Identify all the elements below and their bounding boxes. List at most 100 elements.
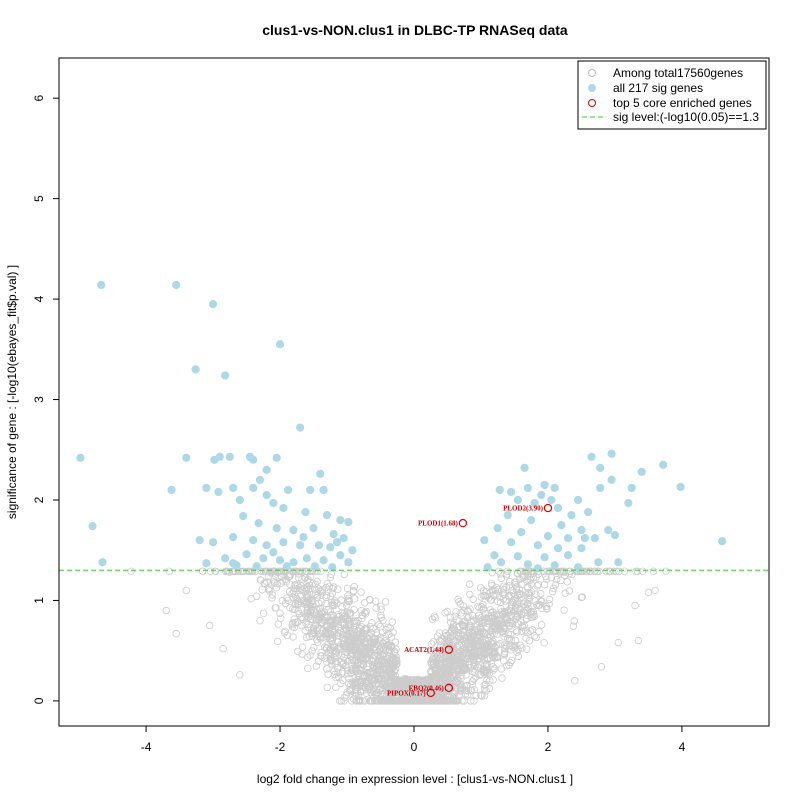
sig-gene-point [167, 485, 176, 495]
sig-gene-point [272, 524, 281, 533]
sig-gene-point [182, 453, 191, 462]
sig-gene-point [191, 365, 200, 374]
x-tick-label: 4 [679, 740, 686, 754]
sig-gene-point [225, 452, 234, 461]
sig-gene-point [329, 530, 338, 539]
sig-gene-point [214, 487, 223, 497]
sig-gene-point [517, 528, 526, 537]
legend-entry-core: top 5 core enriched genes [613, 96, 752, 110]
x-tick-label: 0 [411, 740, 418, 754]
sig-gene-point [493, 524, 502, 533]
sig-gene-point [348, 546, 357, 555]
sig-gene-point [269, 548, 278, 557]
sig-gene-point [533, 564, 543, 573]
core-gene-point [543, 503, 553, 513]
sig-gene-point [607, 475, 616, 484]
sig-gene-point [676, 482, 685, 492]
sig-gene-point [540, 553, 549, 562]
sig-gene-point [513, 552, 522, 561]
core-gene-label: ACAT2(1.44) [404, 646, 444, 654]
y-axis-label: significance of gene : [-log10(ebayes_fi… [5, 265, 19, 519]
sig-gene-point [553, 503, 563, 513]
sig-gene-point [242, 550, 251, 559]
sig-gene-point [577, 544, 586, 553]
y-tick-label: 0 [32, 697, 46, 704]
sig-gene-point [208, 300, 218, 309]
x-tick-label: -2 [275, 740, 286, 754]
legend-entry-sig: all 217 sig genes [613, 81, 703, 95]
sig-gene-point [229, 559, 238, 568]
sig-gene-point [221, 371, 230, 380]
sig-gene-point [314, 541, 323, 550]
sig-gene-point [507, 487, 516, 497]
sig-gene-point [310, 562, 319, 571]
sig-gene-point [563, 534, 573, 543]
sig-gene-point [336, 515, 345, 525]
sig-gene-point [503, 510, 512, 520]
sig-gene-point [627, 483, 636, 493]
sig-gene-point [344, 517, 353, 527]
chart-title: clus1-vs-NON.clus1 in DLBC-TP RNASeq dat… [262, 22, 568, 38]
sig-gene-point [587, 452, 596, 461]
background-genes-layer [127, 567, 670, 705]
sig-gene-point [289, 558, 298, 567]
sig-gene-point [507, 538, 516, 547]
sig-gene-point [604, 526, 613, 535]
y-tick-label: 4 [32, 295, 46, 302]
sig-gene-point [567, 510, 576, 520]
core-gene-label: PIPOX(0.17) [387, 689, 426, 697]
sig-gene-point [262, 465, 271, 474]
sig-gene-point [296, 541, 305, 550]
sig-gene-point [490, 551, 499, 560]
sig-gene-point [301, 507, 310, 517]
sig-gene-point [172, 280, 181, 290]
sig-gene-point [322, 510, 332, 520]
legend-box [577, 60, 767, 130]
sig-gene-point [339, 534, 348, 543]
sig-gene-point [275, 340, 285, 349]
sig-gene-point [574, 495, 583, 505]
y-tick-label: 5 [32, 195, 46, 202]
sig-genes-layer [76, 280, 727, 573]
sig-gene-point [533, 541, 543, 550]
core-gene-point [458, 518, 468, 528]
sig-gene-point [590, 534, 599, 543]
sig-gene-point [309, 524, 318, 533]
sig-gene-point [210, 455, 219, 464]
legend-entry-total: Among total17560genes [613, 66, 743, 80]
sig-gene-point [269, 498, 278, 508]
sig-gene-point [563, 551, 573, 560]
sig-gene-point [659, 460, 668, 469]
sig-gene-point [76, 453, 85, 462]
sig-gene-point [252, 562, 261, 571]
sig-gene-point [537, 490, 546, 500]
sig-gene-point [319, 485, 328, 495]
core-genes-layer: PLOD2(3.90) PLOD1(1.68) ACAT2(1.44) EBO2(0.… [387, 503, 553, 697]
sig-gene-point [594, 558, 603, 567]
sig-gene-point [540, 480, 549, 490]
sig-gene-point [299, 533, 308, 542]
core-gene-point [444, 645, 454, 654]
x-tick-label: -4 [141, 740, 152, 754]
sig-gene-point [610, 531, 620, 540]
sig-gene-point [547, 495, 556, 505]
y-tick-label: 6 [32, 95, 46, 102]
background-gene-cloud [127, 567, 670, 705]
sig-gene-point [577, 526, 586, 535]
sig-gene-point [272, 453, 281, 462]
core-gene-label: EBO2(0.46) [409, 684, 445, 692]
sig-gene-point [255, 475, 265, 484]
y-axis: 0 1 2 3 4 5 6 [32, 95, 59, 704]
sig-gene-point [718, 537, 727, 546]
sig-gene-point [249, 455, 258, 464]
sig-gene-point [319, 556, 328, 565]
sig-gene-point [279, 538, 288, 547]
sig-gene-point [574, 563, 583, 572]
sig-gene-point [513, 495, 522, 505]
sig-gene-point [332, 538, 342, 547]
sig-gene-point [229, 533, 238, 542]
sig-gene-point [624, 498, 633, 508]
core-gene-label: PLOD2(3.90) [503, 505, 544, 513]
x-tick-label: 2 [545, 740, 552, 754]
sig-gene-point [553, 544, 563, 553]
